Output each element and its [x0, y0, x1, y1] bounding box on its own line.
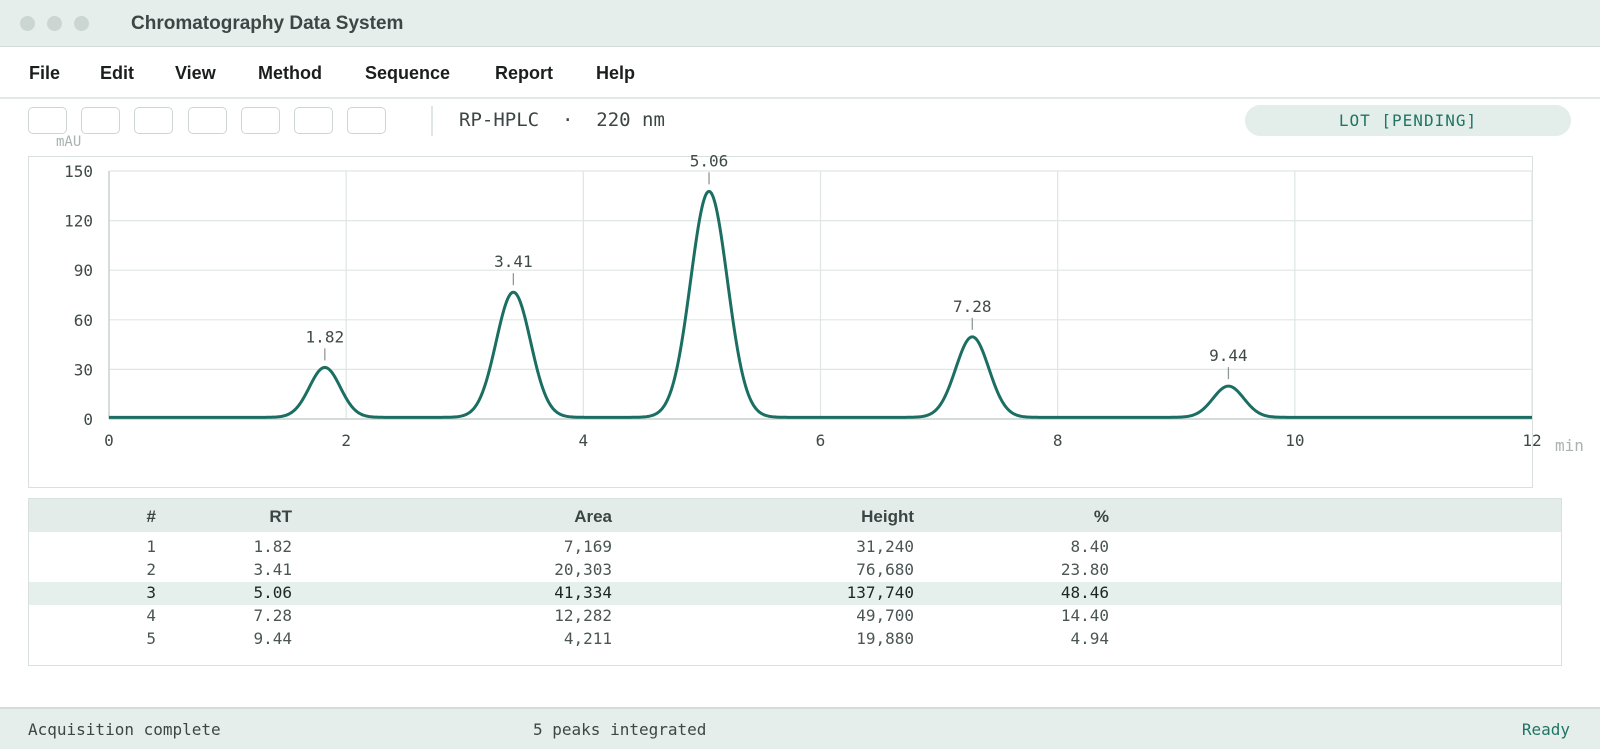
- table-row[interactable]: 4 7.28 12,282 49,700 14.40: [29, 605, 1561, 628]
- cell-height: 76,680: [856, 560, 914, 579]
- status-peaks: 5 peaks integrated: [533, 720, 707, 739]
- menu-edit[interactable]: Edit: [100, 63, 134, 83]
- header-percent[interactable]: %: [1093, 507, 1109, 526]
- x-tick-label: 2: [341, 431, 351, 450]
- method-label: RP-HPLC · 220 nm: [459, 109, 665, 131]
- cell-height: 19,880: [856, 629, 914, 648]
- close-window-button[interactable]: [20, 16, 35, 31]
- table-row[interactable]: 2 3.41 20,303 76,680 23.80: [29, 559, 1561, 582]
- cell-percent: 48.46: [1060, 583, 1109, 602]
- table-row[interactable]: 5 9.44 4,211 19,880 4.94: [29, 628, 1561, 651]
- y-axis-label: mAU: [56, 134, 81, 150]
- y-tick-label: 30: [74, 360, 93, 379]
- cell-height: 31,240: [856, 537, 914, 556]
- menu-help[interactable]: Help: [596, 63, 636, 83]
- cell-area: 7,169: [563, 537, 612, 556]
- cell-percent: 8.40: [1070, 537, 1109, 556]
- window-title: Chromatography Data System: [131, 13, 404, 34]
- cell-rt: 9.44: [253, 629, 292, 648]
- toolbar-button-4[interactable]: [188, 107, 227, 134]
- y-tick-label: 90: [74, 261, 93, 280]
- cell-index: 5: [146, 629, 156, 648]
- menu-file[interactable]: File: [29, 63, 61, 83]
- peak-label: 3.41: [494, 252, 533, 271]
- y-tick-label: 120: [64, 212, 93, 231]
- cell-index: 1: [146, 537, 156, 556]
- table-row-selected[interactable]: 3 5.06 41,334 137,740 48.46: [29, 582, 1561, 605]
- x-tick-label: 0: [104, 431, 114, 450]
- y-tick-label: 150: [64, 162, 93, 181]
- status-ready: Ready: [1521, 720, 1570, 739]
- menu-bar: File Edit View Method Sequence Report He…: [0, 47, 1600, 99]
- peak-label: 7.28: [953, 297, 992, 316]
- y-tick-label: 0: [83, 410, 93, 429]
- header-area[interactable]: Area: [574, 507, 612, 526]
- menu-view[interactable]: View: [175, 63, 216, 83]
- x-tick-label: 6: [816, 431, 826, 450]
- x-tick-label: 8: [1053, 431, 1063, 450]
- menu-sequence[interactable]: Sequence: [365, 63, 451, 83]
- cell-rt: 1.82: [253, 537, 292, 556]
- chromatogram-chart[interactable]: 0 30 60 90 120 150 0 2 4 6 8 10 12 mAU min 1.82 3.41 5.06…: [0, 0, 1600, 500]
- header-height[interactable]: Height: [861, 507, 914, 526]
- peak-table: # RT Area Height % 1 1.82 7,169 31,240 8…: [28, 498, 1562, 666]
- cell-percent: 23.80: [1060, 560, 1109, 579]
- cell-index: 3: [146, 583, 156, 602]
- menu-method[interactable]: Method: [258, 63, 322, 83]
- table-header: # RT Area Height %: [29, 499, 1561, 532]
- cell-area: 20,303: [554, 560, 612, 579]
- table-row[interactable]: 1 1.82 7,169 31,240 8.40: [29, 536, 1561, 559]
- toolbar-button-1[interactable]: [28, 107, 67, 134]
- menu-report[interactable]: Report: [495, 63, 553, 83]
- cell-rt: 5.06: [253, 583, 292, 602]
- cell-rt: 7.28: [253, 606, 292, 625]
- header-index[interactable]: #: [146, 507, 156, 526]
- x-tick-label: 10: [1285, 431, 1304, 450]
- cell-area: 41,334: [554, 583, 612, 602]
- peak-label: 1.82: [306, 327, 345, 346]
- minimize-window-button[interactable]: [47, 16, 62, 31]
- cell-index: 2: [146, 560, 156, 579]
- x-tick-label: 12: [1522, 431, 1541, 450]
- toolbar-button-5[interactable]: [241, 107, 280, 134]
- title-bar: Chromatography Data System: [0, 0, 1600, 47]
- cell-index: 4: [146, 606, 156, 625]
- chromatogram-trace: [108, 189, 1533, 419]
- toolbar-button-2[interactable]: [81, 107, 120, 134]
- lot-status-badge[interactable]: LOT [PENDING]: [1245, 105, 1571, 136]
- cell-height: 49,700: [856, 606, 914, 625]
- toolbar-button-3[interactable]: [134, 107, 173, 134]
- toolbar-button-6[interactable]: [294, 107, 333, 134]
- cell-area: 12,282: [554, 606, 612, 625]
- zoom-window-button[interactable]: [74, 16, 89, 31]
- x-axis-label: min: [1555, 436, 1584, 455]
- cell-percent: 4.94: [1070, 629, 1109, 648]
- header-rt[interactable]: RT: [269, 507, 292, 526]
- x-tick-label: 4: [579, 431, 589, 450]
- cell-area: 4,211: [563, 629, 612, 648]
- y-tick-label: 60: [74, 311, 93, 330]
- toolbar-separator: [431, 106, 433, 136]
- peak-label: 9.44: [1209, 346, 1248, 365]
- cell-height: 137,740: [846, 583, 914, 602]
- cell-percent: 14.40: [1060, 606, 1109, 625]
- toolbar-button-7[interactable]: [347, 107, 386, 134]
- peak-label: 5.06: [690, 151, 729, 170]
- cell-rt: 3.41: [253, 560, 292, 579]
- status-acquisition: Acquisition complete: [28, 720, 221, 739]
- status-bar: Acquisition complete 5 peaks integrated …: [0, 707, 1600, 749]
